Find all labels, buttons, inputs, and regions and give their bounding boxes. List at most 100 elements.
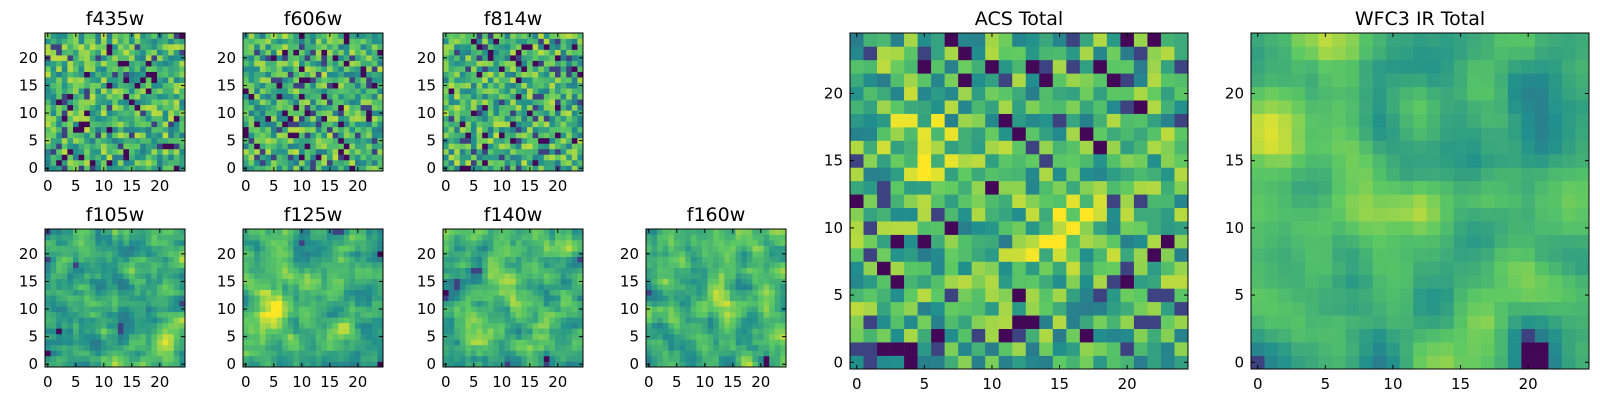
heatmap-cell [371, 284, 378, 291]
heatmap-cell [504, 344, 511, 351]
heatmap-cell [504, 159, 511, 166]
heatmap-cell [555, 355, 561, 362]
heatmap-cell [454, 355, 461, 362]
heatmap-cell [366, 328, 373, 335]
heatmap-cell [527, 49, 533, 56]
heatmap-cell [140, 361, 147, 368]
heatmap-cell [904, 328, 918, 343]
heatmap-cell [555, 333, 561, 340]
heatmap-cell [349, 159, 356, 166]
heatmap-cell [543, 66, 550, 72]
heatmap-cell [465, 306, 472, 313]
heatmap-cell [487, 300, 494, 307]
heatmap-cell [662, 306, 669, 313]
heatmap-cell [499, 240, 505, 246]
heatmap-cell [162, 344, 169, 351]
heatmap-cell [471, 245, 477, 252]
heatmap-cell [162, 251, 169, 257]
heatmap-cell [1160, 207, 1175, 222]
heatmap-cell [84, 33, 91, 39]
heatmap-cell [560, 240, 567, 246]
heatmap-cell [985, 234, 1000, 249]
heatmap-cell [560, 143, 567, 150]
heatmap-cell [571, 115, 578, 122]
heatmap-cell [95, 154, 102, 161]
heatmap-cell [549, 44, 556, 50]
heatmap-cell [89, 311, 96, 318]
heatmap-cell [282, 278, 289, 285]
heatmap-cell [360, 71, 367, 78]
heatmap-cell [465, 93, 472, 100]
heatmap-cell [95, 355, 102, 362]
heatmap-cell [690, 311, 697, 318]
heatmap-cell [1066, 207, 1081, 222]
heatmap-cell [95, 278, 102, 285]
heatmap-cell [349, 132, 356, 139]
heatmap-cell [718, 229, 725, 235]
heatmap-cell [282, 93, 289, 100]
heatmap-cell [134, 44, 141, 50]
heatmap-cell [321, 60, 328, 67]
heatmap-cell [355, 284, 361, 291]
heatmap-cell [1025, 328, 1040, 343]
heatmap-cell [1079, 180, 1094, 195]
heatmap-cell [151, 339, 158, 346]
heatmap-cell [560, 60, 567, 67]
heatmap-cell [67, 66, 74, 72]
heatmap-cell [577, 143, 584, 150]
heatmap-cell [157, 284, 163, 291]
heatmap-cell [560, 278, 567, 285]
heatmap-cell [151, 262, 158, 268]
heatmap-cell [332, 137, 339, 144]
heatmap-cell [560, 256, 567, 263]
heatmap-cell [487, 234, 494, 241]
heatmap-cell [271, 350, 277, 357]
heatmap-cell [465, 295, 472, 302]
heatmap-cell [332, 300, 339, 307]
heatmap-cell [555, 278, 561, 285]
heatmap-cell [168, 55, 175, 61]
heatmap-cell [674, 251, 680, 257]
heatmap-cell [476, 245, 483, 252]
heatmap-cell [332, 328, 339, 335]
heatmap-cell [515, 251, 522, 257]
heatmap-cell [327, 234, 333, 241]
heatmap-cell [571, 245, 578, 252]
heatmap-cell [276, 132, 283, 139]
heatmap-cell [763, 361, 770, 368]
heatmap-cell [265, 295, 272, 302]
heatmap-cell [499, 66, 505, 72]
heatmap-cell [315, 143, 322, 150]
heatmap-cell [129, 66, 135, 72]
heatmap-cell [151, 33, 158, 39]
heatmap-cell [1120, 342, 1135, 356]
heatmap-cell [254, 273, 261, 279]
heatmap-cell [254, 256, 261, 263]
heatmap-cell [555, 306, 561, 313]
heatmap-cell [106, 311, 113, 318]
heatmap-cell [724, 322, 731, 329]
heatmap-cell [482, 110, 489, 117]
heatmap-cell [769, 339, 776, 346]
heatmap-cell [555, 154, 561, 161]
heatmap-cell [293, 344, 300, 351]
heatmap-cell [106, 88, 113, 95]
heatmap-cell [377, 273, 384, 279]
heatmap-cell [1106, 207, 1121, 222]
heatmap-cell [332, 115, 339, 122]
heatmap-cell [780, 284, 787, 291]
heatmap-cell [780, 344, 787, 351]
heatmap-cell [499, 137, 505, 144]
heatmap-cell [521, 60, 528, 67]
heatmap-cell [459, 328, 466, 335]
heatmap-cell [758, 339, 764, 346]
heatmap-cell [349, 251, 356, 257]
heatmap-cell [145, 240, 152, 246]
heatmap-cell [685, 251, 692, 257]
heatmap-cell [50, 132, 57, 139]
heatmap-cell [1160, 167, 1175, 182]
heatmap-cell [106, 361, 113, 368]
heatmap-cell [140, 104, 147, 111]
heatmap-cell [566, 38, 573, 45]
